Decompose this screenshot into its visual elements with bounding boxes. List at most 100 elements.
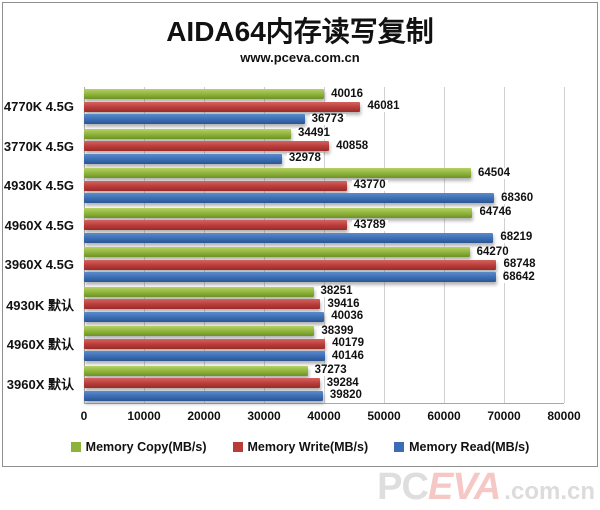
x-tick-label: 50000 [367, 409, 401, 423]
bar-group: 64746 43789 68219 [84, 206, 564, 246]
value-label: 40146 [329, 349, 366, 362]
value-label: 36773 [309, 112, 346, 125]
value-label: 40179 [330, 337, 367, 350]
legend-item-memory-copy: Memory Copy(MB/s) [70, 440, 207, 454]
bar-groups: 40016 46081 36773 34491 40858 32978 64504 43770… [84, 87, 564, 403]
bar-group: 38399 40179 40146 [84, 324, 564, 364]
legend-swatch-memory-write [232, 442, 243, 452]
bar-row: 43789 [84, 219, 564, 231]
bar-memory-copy [84, 207, 473, 218]
bar-row: 34491 [84, 128, 564, 140]
bar-memory-copy [84, 365, 308, 376]
legend-swatch-memory-read [394, 442, 405, 452]
bar-memory-copy [84, 168, 472, 179]
bar-memory-read [84, 390, 323, 401]
bar-group: 64270 68748 68642 [84, 245, 564, 285]
category-label: 4770K 4.5G [3, 99, 74, 115]
gridline [384, 87, 385, 403]
bar-row: 40036 [84, 310, 564, 323]
bar-row: 40016 [84, 88, 564, 100]
bar-row: 39820 [84, 389, 564, 402]
chart-frame: AIDA64内存读写复制 www.pceva.com.cn 4770K 4.5G… [2, 2, 598, 467]
gridline [324, 87, 325, 403]
bar-memory-write [84, 299, 321, 310]
bar-memory-read [84, 272, 496, 283]
x-axis-labels: 0 10000 20000 30000 40000 50000 60000 70000 8000… [81, 409, 581, 425]
bar-row: 36773 [84, 113, 564, 125]
legend-label: Memory Read(MB/s) [409, 440, 530, 454]
gridline [444, 87, 445, 403]
value-label: 64504 [476, 166, 512, 179]
bar-row: 40146 [84, 350, 564, 362]
plot-area: 40016 46081 36773 34491 40858 32978 64504 43770… [84, 87, 565, 404]
bar-row: 46081 [84, 100, 564, 113]
bar-memory-write [84, 338, 326, 349]
x-tick-label: 70000 [487, 409, 521, 423]
category-label: 3960X 4.5G [4, 257, 74, 273]
bar-memory-write [84, 220, 347, 231]
bar-memory-write [84, 259, 497, 270]
bar-row: 39284 [84, 377, 564, 389]
value-label: 64746 [477, 206, 514, 219]
chart-subtitle: www.pceva.com.cn [240, 50, 360, 65]
bar-row: 68219 [84, 231, 564, 244]
bar-memory-write [84, 101, 361, 112]
bar-memory-read [84, 232, 494, 243]
value-label: 34491 [295, 127, 332, 140]
bar-memory-read [84, 114, 305, 125]
legend-swatch-memory-copy [70, 442, 81, 452]
legend-label: Memory Copy(MB/s) [85, 440, 207, 454]
bar-group: 38251 39416 40036 [84, 285, 564, 325]
bar-memory-copy [84, 128, 291, 139]
gridline [264, 87, 265, 403]
legend-item-memory-write: Memory Write(MB/s) [232, 440, 368, 454]
bar-group: 37273 39284 39820 [84, 364, 564, 404]
value-label: 46081 [365, 100, 402, 113]
bar-memory-copy [84, 326, 315, 337]
watermark-suffix: .com.cn [504, 478, 595, 505]
x-tick-label: 0 [80, 409, 88, 423]
gridline [504, 87, 505, 403]
value-label: 43789 [351, 218, 388, 231]
gridline [144, 87, 145, 403]
x-tick-label: 60000 [427, 409, 461, 423]
bar-row: 43770 [84, 179, 564, 192]
bar-row: 64504 [84, 167, 564, 179]
bar-memory-write [84, 180, 347, 191]
x-tick-label: 30000 [247, 409, 281, 423]
value-label: 68219 [498, 231, 535, 244]
bar-memory-read [84, 311, 325, 322]
category-label: 4930K 默认 [6, 297, 74, 313]
bar-memory-copy [84, 89, 325, 100]
value-label: 40016 [329, 87, 366, 100]
bar-row: 40179 [84, 337, 564, 350]
value-label: 39416 [325, 297, 362, 310]
x-tick-label: 80000 [547, 409, 581, 423]
value-label: 40036 [329, 310, 366, 323]
bar-row: 64746 [84, 207, 564, 219]
legend-item-memory-read: Memory Read(MB/s) [394, 440, 529, 454]
bar-row: 38251 [84, 286, 564, 298]
bar-row: 39416 [84, 298, 564, 310]
bar-row: 40858 [84, 140, 564, 152]
bar-row: 68748 [84, 258, 564, 271]
category-label: 4960X 4.5G [4, 217, 74, 233]
bar-row: 32978 [84, 152, 564, 165]
legend: Memory Copy(MB/s) Memory Write(MB/s) Memor… [3, 440, 597, 454]
value-label: 39284 [324, 376, 361, 389]
value-label: 43770 [351, 179, 388, 192]
bar-group: 34491 40858 32978 [84, 127, 564, 167]
bar-memory-read [84, 351, 325, 362]
bar-memory-write [84, 378, 320, 389]
y-axis-line [84, 87, 85, 403]
value-label: 40858 [334, 139, 371, 152]
value-label: 68360 [499, 191, 536, 204]
bar-row: 38399 [84, 325, 564, 337]
x-tick-label: 20000 [187, 409, 221, 423]
bar-row: 68360 [84, 192, 564, 204]
bar-row: 37273 [84, 365, 564, 377]
category-label: 3960X 默认 [6, 376, 74, 392]
bar-memory-read [84, 153, 282, 164]
value-label: 64270 [474, 245, 511, 258]
